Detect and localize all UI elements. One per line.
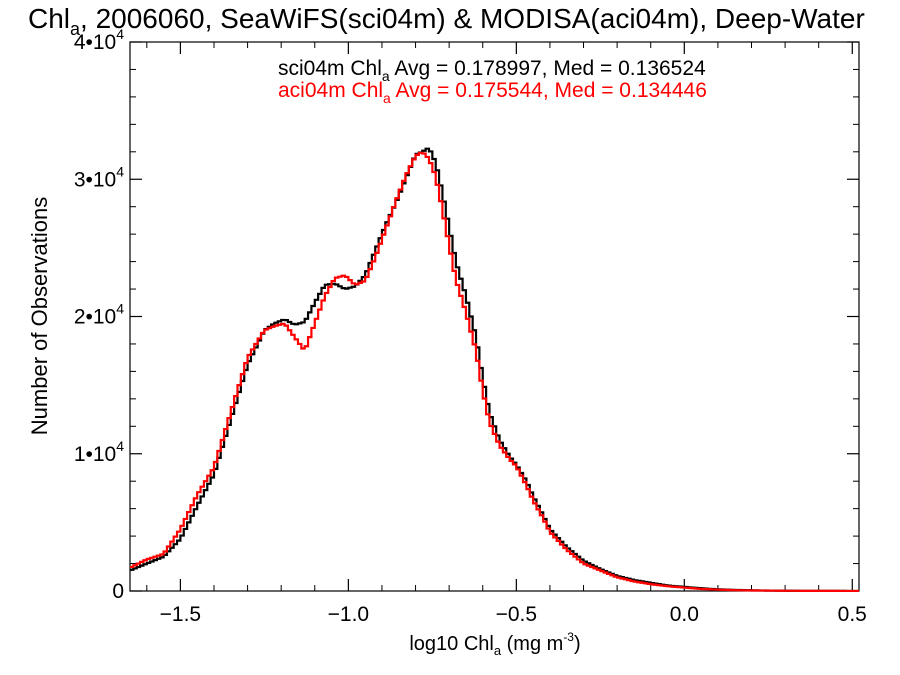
y-tick-label: 4•104	[74, 26, 124, 54]
annotation-sci04m-post: Avg = 0.178997, Med = 0.136524	[390, 57, 706, 80]
annotation-sci04m: sci04m Chla Avg = 0.178997, Med = 0.1365…	[278, 57, 706, 84]
annotation-aci04m: aci04m Chla Avg = 0.175544, Med = 0.1344…	[278, 79, 707, 106]
y-axis-label: Number of Observations	[27, 197, 52, 435]
x-tick-label: 0.0	[670, 603, 699, 626]
xlabel-pre: log10 Chl	[409, 633, 494, 655]
annotation-sci04m-pre: sci04m Chl	[278, 57, 382, 80]
xlabel-sup: -3	[563, 630, 574, 644]
title-main: Chl	[28, 3, 70, 34]
x-tick-label: −1.0	[328, 603, 369, 626]
xlabel-sub: a	[494, 643, 502, 658]
title-subscript: a	[70, 19, 81, 39]
y-tick-label: 2•104	[74, 301, 124, 329]
y-tick-label: 3•104	[74, 163, 124, 191]
plot-frame	[129, 41, 860, 592]
chart-title: Chla, 2006060, SeaWiFS(sci04m) & MODISA(…	[28, 3, 865, 39]
xlabel-mid: (mg m	[501, 633, 563, 655]
series-line-1	[130, 151, 859, 593]
x-tick-label: 0.5	[838, 603, 867, 626]
annotation-sci04m-sub: a	[382, 68, 390, 84]
x-tick-label: −0.5	[496, 603, 537, 626]
annotation-aci04m-post: Avg = 0.175544, Med = 0.134446	[391, 79, 707, 102]
series-group	[130, 147, 859, 593]
y-tick-label: 0	[112, 580, 124, 603]
xlabel-post: )	[574, 633, 581, 655]
series-line-0	[130, 147, 859, 593]
x-tick-label: −1.5	[160, 603, 201, 626]
annotation-aci04m-pre: aci04m Chl	[278, 79, 383, 102]
title-rest: , 2006060, SeaWiFS(sci04m) & MODISA(aci0…	[80, 3, 865, 34]
y-tick-label: 1•104	[74, 438, 124, 466]
x-axis-label: log10 Chla (mg m-3)	[409, 630, 580, 658]
axis-ticks: −1.5 −1.0 −0.5 0.0 0.5 0 1•104 2•104 3•104 4•104	[74, 26, 867, 626]
annotation-aci04m-sub: a	[383, 90, 391, 106]
